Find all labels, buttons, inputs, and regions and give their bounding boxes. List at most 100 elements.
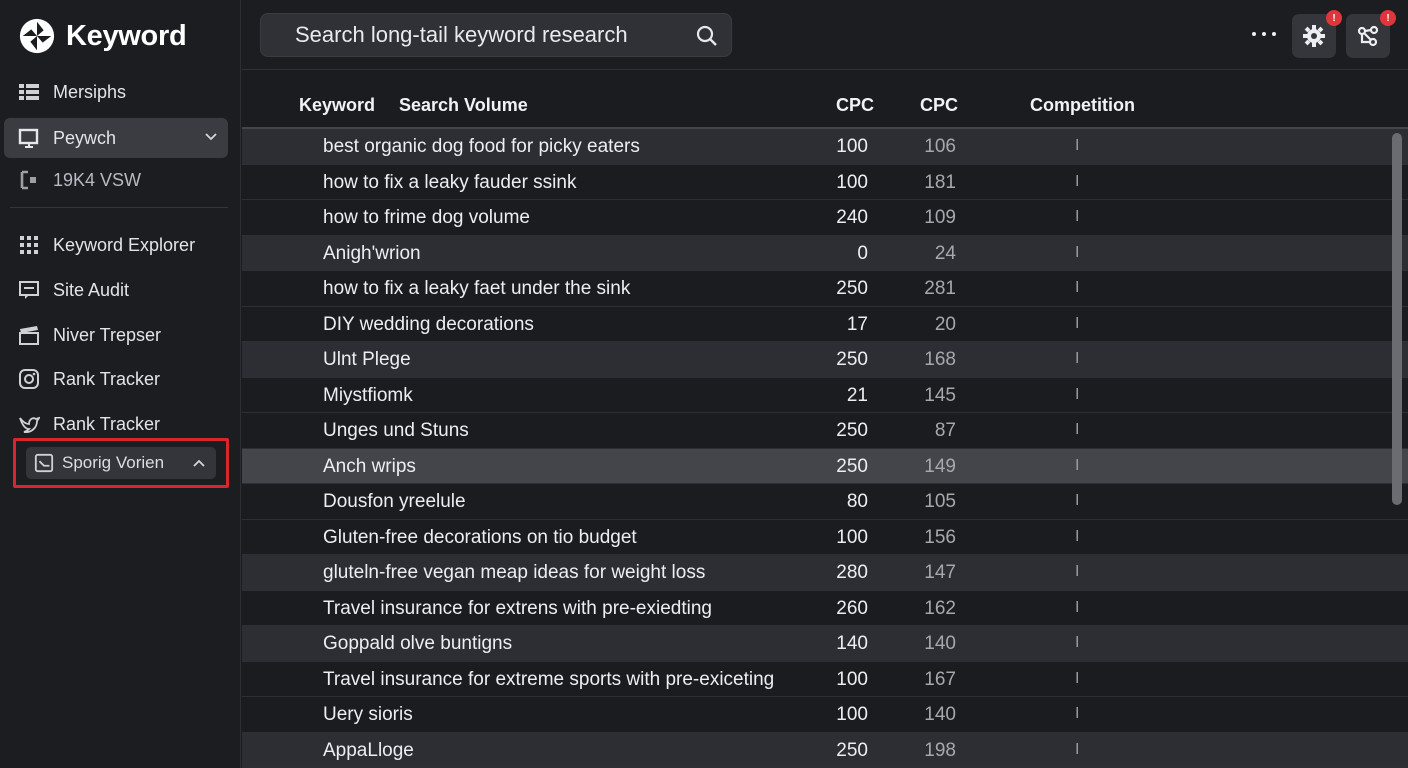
cpc-cell: 106 <box>924 136 956 157</box>
keyword-cell: Dousfon yreelule <box>323 491 466 512</box>
chat-screen-icon <box>18 279 40 301</box>
notification-badge: ! <box>1326 10 1342 26</box>
search-icon[interactable] <box>695 24 719 48</box>
table-row[interactable]: AppaLloge 250 198 I <box>242 732 1408 768</box>
search-volume-cell: 100 <box>836 668 868 690</box>
sidebar-item-rank-tracker[interactable]: Rank Tracker <box>4 359 228 399</box>
cpc-cell: 145 <box>924 384 956 406</box>
table-row[interactable]: Dousfon yreelule 80 105 I <box>242 484 1408 520</box>
table-row[interactable]: Gluten-free decorations on tio budget 100… <box>242 520 1408 555</box>
table-row[interactable]: how to fix a leaky fauder ssink 100 181 I <box>242 165 1408 200</box>
sidebar-item-label: Site Audit <box>53 279 130 300</box>
table-row[interactable]: Unges und Stuns 250 87 I <box>242 413 1408 449</box>
table-row[interactable]: Anigh'wrion 0 24 I <box>242 235 1408 271</box>
settings-button[interactable]: ! <box>1292 10 1342 58</box>
keyword-cell: how to frime dog volume <box>323 207 530 228</box>
search-volume-cell: 100 <box>836 136 868 157</box>
topbar: ! ! <box>242 0 1408 70</box>
competition-cell: I <box>1075 137 1080 154</box>
chevron-down-icon[interactable] <box>204 130 218 144</box>
table-row[interactable]: best organic dog food for picky eaters 10… <box>242 129 1408 165</box>
table-row[interactable]: how to frime dog volume 240 109 I <box>242 200 1408 236</box>
cpc-cell: 168 <box>924 349 956 370</box>
column-header-cpc[interactable]: CPC <box>836 95 875 115</box>
sidebar-item-peywch[interactable]: Peywch <box>4 118 228 158</box>
search-bar[interactable] <box>260 13 732 57</box>
search-volume-cell: 100 <box>836 171 868 193</box>
brand[interactable]: Keyword <box>18 16 187 56</box>
search-volume-cell: 250 <box>836 349 868 370</box>
sidebar-item-rank-tracker-2[interactable]: Rank Tracker <box>4 404 228 444</box>
grid-list-icon <box>18 81 40 103</box>
competition-cell: I <box>1075 669 1080 687</box>
keyword-cell: Goppald olve buntigns <box>323 633 513 654</box>
keyword-cell: Uery sioris <box>323 704 413 725</box>
monitor-icon <box>18 127 40 149</box>
table-header: Keyword Search Volume CPC CPC Competitio… <box>242 71 1408 129</box>
search-volume-cell: 100 <box>836 526 868 548</box>
sidebar-item-label: 19K4 VSW <box>53 169 142 190</box>
brand-logo-icon <box>19 18 55 54</box>
column-header-competition[interactable]: Competition <box>1030 95 1135 115</box>
sidebar-item-sporig-vorien[interactable]: Sporig Vorien <box>26 447 216 479</box>
sidebar-item-mersiphs[interactable]: Mersiphs <box>4 72 228 112</box>
table-scrollbar[interactable] <box>1392 133 1402 505</box>
search-volume-cell: 260 <box>836 597 868 619</box>
competition-cell: I <box>1075 456 1080 474</box>
keyword-cell: best organic dog food for picky eaters <box>323 136 640 157</box>
competition-cell: I <box>1075 492 1080 509</box>
keyword-cell: Unges und Stuns <box>323 420 469 441</box>
table-row[interactable]: how to fix a leaky faet under the sink 25… <box>242 271 1408 307</box>
search-volume-cell: 140 <box>836 633 868 654</box>
competition-cell: I <box>1075 385 1080 403</box>
search-volume-cell: 100 <box>836 704 868 725</box>
search-volume-cell: 280 <box>836 562 868 583</box>
gear-icon <box>1303 25 1325 47</box>
notification-badge: ! <box>1380 10 1396 26</box>
search-volume-cell: 0 <box>857 242 868 264</box>
competition-cell: I <box>1075 598 1080 616</box>
cpc-cell: 87 <box>934 420 956 441</box>
cpc-cell: 105 <box>924 491 956 512</box>
chevron-up-icon[interactable] <box>192 456 206 470</box>
table-row[interactable]: Goppald olve buntigns 140 140 I <box>242 626 1408 662</box>
keyword-cell: AppaLloge <box>323 739 414 761</box>
clapperboard-icon <box>18 324 40 346</box>
table-row[interactable]: Anch wrips 250 149 I <box>242 448 1408 484</box>
search-volume-cell: 250 <box>836 455 868 477</box>
cpc-cell: 149 <box>924 455 956 477</box>
table-row[interactable]: Travel insurance for extreme sports with… <box>242 662 1408 697</box>
bracket-icon <box>18 169 40 191</box>
search-volume-cell: 17 <box>846 313 868 335</box>
keyword-cell: Travel insurance for extreme sports with… <box>323 668 775 690</box>
table-row[interactable]: Ulnt Plege 250 168 I <box>242 342 1408 378</box>
column-header-search-volume[interactable]: Search Volume <box>399 95 528 115</box>
share-button[interactable]: ! <box>1346 10 1396 58</box>
table-row[interactable]: Miystfiomk 21 145 I <box>242 378 1408 413</box>
competition-cell: I <box>1075 350 1080 367</box>
table-row[interactable]: Uery sioris 100 140 I <box>242 697 1408 733</box>
sidebar-item-site-audit[interactable]: Site Audit <box>4 270 228 310</box>
sidebar-divider <box>10 207 228 208</box>
sidebar-item-label: Rank Tracker <box>53 368 161 389</box>
column-header-cpc-2[interactable]: CPC <box>920 95 959 115</box>
sidebar-item-keyword-explorer[interactable]: Keyword Explorer <box>4 225 228 265</box>
sidebar-item-19k4-vsw[interactable]: 19K4 VSW <box>4 160 228 200</box>
more-options-icon[interactable] <box>1252 22 1276 46</box>
window-check-icon <box>34 453 54 473</box>
cpc-cell: 198 <box>924 739 956 761</box>
table-row[interactable]: Travel insurance for extrens with pre-ex… <box>242 591 1408 626</box>
sidebar-item-label: Keyword Explorer <box>53 234 196 255</box>
keyword-cell: Anch wrips <box>323 455 416 477</box>
keyword-cell: Travel insurance for extrens with pre-ex… <box>323 597 712 619</box>
search-input[interactable] <box>295 22 675 48</box>
table-row[interactable]: gluteln-free vegan meap ideas for weight… <box>242 555 1408 591</box>
cpc-cell: 156 <box>924 526 956 548</box>
keyword-table-body: best organic dog food for picky eaters 10… <box>242 129 1408 768</box>
sidebar-item-niver-trepser[interactable]: Niver Trepser <box>4 315 228 355</box>
brand-name: Keyword <box>66 19 187 52</box>
cpc-cell: 24 <box>934 242 956 264</box>
table-row[interactable]: DIY wedding decorations 17 20 I <box>242 307 1408 342</box>
competition-cell: I <box>1075 634 1080 651</box>
column-header-keyword[interactable]: Keyword <box>299 95 376 115</box>
